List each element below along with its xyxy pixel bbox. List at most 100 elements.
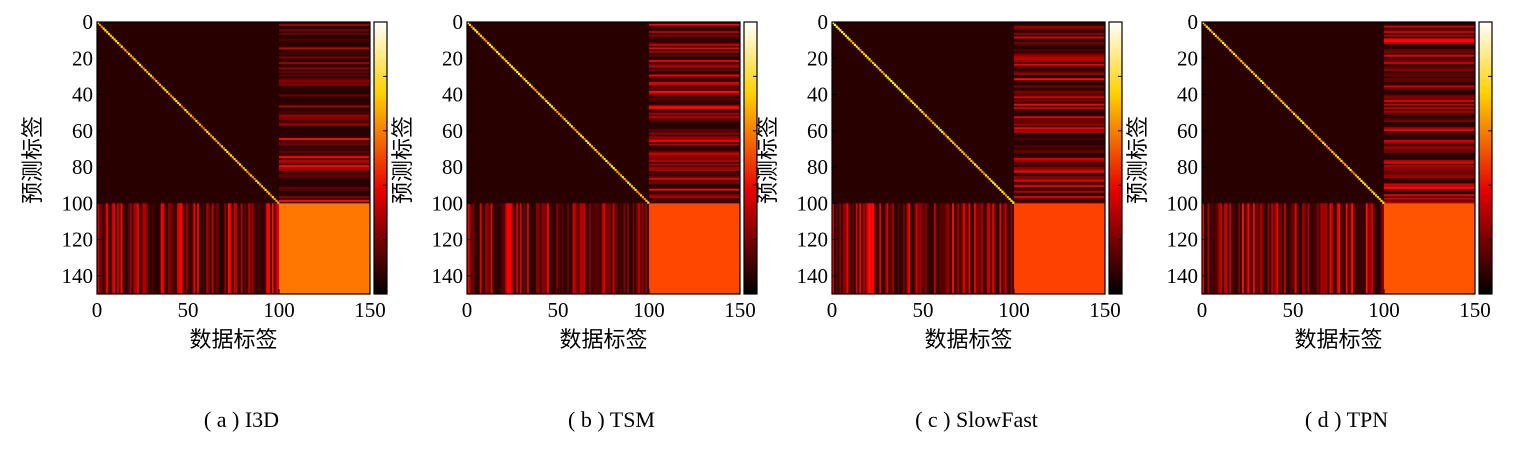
heatmap-column-band	[248, 203, 251, 294]
heatmap-diagonal-cell	[866, 56, 869, 59]
heatmap-row-band	[1014, 65, 1105, 68]
heatmap-column-band	[1307, 203, 1310, 294]
heatmap-row-band	[279, 143, 370, 146]
heatmap-column-band	[981, 203, 984, 294]
heatmap-diagonal-cell	[1343, 163, 1347, 166]
heatmap-diagonal-cell	[1323, 143, 1327, 146]
heatmap-diagonal-cell	[496, 51, 499, 54]
heatmap-column-band	[541, 203, 544, 294]
heatmap-row-band	[649, 172, 740, 175]
heatmap-diagonal-cell	[269, 194, 273, 197]
heatmap-row-band	[1014, 145, 1105, 148]
heatmap-row-band	[1014, 92, 1105, 95]
heatmap-diagonal-cell	[118, 43, 122, 46]
colorbar	[743, 21, 758, 295]
heatmap-column-band	[229, 203, 232, 294]
heatmap-column-band	[1236, 203, 1239, 294]
heatmap-row-band	[1384, 58, 1475, 61]
heatmap-column-band	[264, 203, 267, 294]
heatmap-column-band	[625, 203, 628, 294]
heatmap-column-band	[528, 203, 531, 294]
heatmap-diagonal-cell	[881, 70, 884, 74]
heatmap-row-band	[649, 51, 740, 54]
heatmap-diagonal-cell	[855, 45, 858, 48]
heatmap-column-band	[926, 203, 929, 294]
y-tick-label: 40	[72, 83, 93, 107]
heatmap-column-band	[140, 203, 143, 294]
heatmap-column-band	[215, 203, 218, 294]
heatmap-diagonal-cell	[944, 134, 948, 137]
y-tick-label: 100	[797, 191, 829, 215]
heatmap-diagonal-cell	[583, 138, 586, 141]
heatmap-row-band	[1384, 40, 1475, 43]
heatmap-diagonal-cell	[483, 38, 486, 41]
heatmap-diagonal-cell	[169, 94, 173, 97]
y-tick-label: 120	[797, 228, 829, 252]
heatmap-diagonal-cell	[952, 141, 955, 144]
heatmap-column-band	[1334, 203, 1337, 294]
heatmap-row-band	[649, 36, 740, 39]
heatmap-column-band	[1282, 203, 1285, 294]
heatmap-column-band	[499, 203, 502, 294]
heatmap-diagonal-cell	[218, 143, 222, 146]
heatmap-row-band	[649, 179, 740, 182]
heatmap-column-band	[1354, 203, 1357, 294]
heatmap-diagonal-cell	[1345, 165, 1348, 168]
heatmap-column-band	[975, 203, 978, 294]
heatmap-column-band	[534, 203, 537, 294]
heatmap-diagonal-cell	[618, 172, 621, 175]
heatmap-column-band	[189, 203, 192, 294]
y-tick-label: 0	[83, 10, 94, 34]
heatmap-diagonal-cell	[177, 101, 180, 104]
heatmap-row-band	[279, 196, 370, 199]
heatmap-diagonal-cell	[258, 183, 262, 186]
heatmap-diagonal-cell	[643, 197, 646, 201]
heatmap-column-band	[162, 203, 165, 294]
heatmap-column-band	[590, 203, 593, 294]
heatmap-row-band	[649, 163, 740, 166]
heatmap-row-band	[1384, 147, 1475, 150]
heatmap-diagonal-cell	[117, 41, 120, 45]
heatmap-column-band	[950, 203, 953, 294]
heatmap-row-band	[1384, 65, 1475, 68]
heatmap-row-band	[1384, 167, 1475, 170]
heatmap-row-band	[1014, 32, 1105, 35]
heatmap-diagonal-cell	[1231, 51, 1234, 54]
heatmap-diagonal-cell	[1222, 41, 1225, 45]
heatmap-diagonal-cell	[149, 74, 152, 77]
heatmap-row-band	[279, 174, 370, 177]
heatmap-row-band	[1384, 94, 1475, 97]
heatmap-column-band	[832, 203, 835, 294]
heatmap-row-band	[649, 139, 740, 142]
y-tick-label: 80	[1177, 155, 1198, 179]
heatmap-diagonal-cell	[1320, 139, 1323, 143]
heatmap-column-band	[1303, 203, 1307, 294]
heatmap-row-band	[649, 116, 740, 119]
heatmap-diagonal-cell	[587, 141, 590, 144]
heatmap-column-band	[1313, 203, 1316, 294]
heatmap-diagonal-cell	[610, 165, 613, 168]
heatmap-diagonal-cell	[111, 36, 114, 39]
heatmap-diagonal-cell	[1262, 81, 1265, 85]
heatmap-column-band	[217, 203, 220, 294]
heatmap-column-band	[474, 203, 477, 294]
heatmap-column-band	[472, 203, 475, 294]
heatmap-row-band	[1384, 87, 1475, 90]
heatmap-diagonal-cell	[271, 196, 274, 199]
heatmap-row-band	[1384, 128, 1475, 132]
heatmap-row-band	[1014, 150, 1105, 153]
heatmap-column-band	[1256, 203, 1259, 294]
heatmap-row-band	[1014, 167, 1105, 170]
heatmap-column-band	[177, 203, 180, 294]
heatmap-column-band	[875, 203, 878, 294]
heatmap-row-band	[1384, 51, 1475, 54]
heatmap-unknown-block	[279, 203, 370, 294]
heatmap-row-band	[1014, 130, 1105, 133]
heatmap-diagonal-cell	[517, 72, 521, 75]
heatmap-column-band	[915, 203, 918, 294]
heatmap-row-band	[1384, 29, 1475, 32]
heatmap-diagonal-cell	[868, 58, 871, 61]
heatmap-diagonal-cell	[561, 116, 564, 119]
heatmap-diagonal-cell	[253, 177, 256, 181]
heatmap-column-band	[171, 203, 174, 294]
